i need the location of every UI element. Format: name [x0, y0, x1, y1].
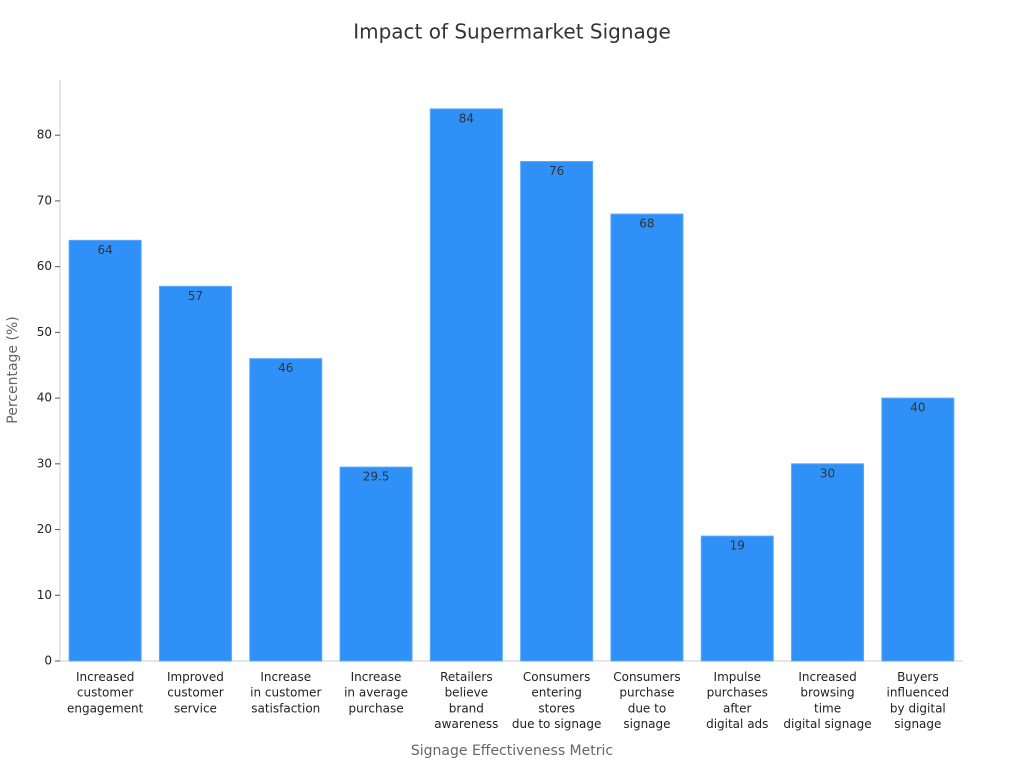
x-tick-label-line: awareness	[434, 717, 498, 731]
x-tick-label-line: time	[814, 701, 841, 715]
bar	[339, 466, 413, 662]
x-tick-label-line: purchase	[349, 701, 404, 715]
value-label: 84	[459, 111, 474, 125]
x-tick-label-line: service	[174, 701, 217, 715]
x-tick-label: Consumers purchase due to signage	[613, 670, 680, 731]
y-axis-label: Percentage (%)	[5, 316, 21, 423]
x-tick-label-line: signage	[894, 717, 941, 731]
x-tick-label-line: Consumers	[613, 670, 680, 684]
x-tick-label-line: Retailers	[440, 670, 492, 684]
bar	[68, 239, 142, 662]
x-tick-label-line: Buyers	[897, 670, 939, 684]
x-tick-label-line: Increased	[798, 670, 856, 684]
x-tick-label-line: Consumers	[523, 670, 590, 684]
value-label: 29.5	[363, 470, 390, 484]
x-tick-label-line: digital signage	[783, 717, 871, 731]
x-tick-label: Increased customer engagement	[67, 670, 144, 715]
x-tick-label-line: engagement	[67, 701, 144, 715]
x-tick-label-line: due to signage	[512, 717, 601, 731]
value-label: 68	[639, 217, 654, 231]
x-tick-label-line: Increase	[260, 670, 311, 684]
y-tick-label: 50	[37, 325, 52, 339]
value-label: 64	[98, 243, 113, 257]
x-tick-label-line: Improved	[167, 670, 224, 684]
value-label: 19	[730, 539, 745, 553]
bar	[158, 285, 232, 662]
x-tick-label-line: Increased	[76, 670, 134, 684]
x-tick-label-line: in customer	[250, 685, 321, 699]
x-axis-label: Signage Effectiveness Metric	[411, 743, 613, 759]
x-tick-label: Consumers entering stores due to signage	[512, 670, 601, 731]
x-tick-label: Increase in average purchase	[344, 670, 408, 715]
x-tick-label-line: entering	[531, 685, 582, 699]
x-tick-label-line: satisfaction	[251, 701, 320, 715]
value-label: 57	[188, 289, 203, 303]
x-tick-label: Increased browsing time digital signage	[783, 670, 871, 731]
x-tick-label: Retailers believe brand awareness	[434, 670, 498, 731]
y-tick-label: 20	[37, 522, 52, 536]
y-tick-label: 30	[37, 456, 52, 470]
bar	[520, 160, 594, 662]
x-tick-label-line: customer	[167, 685, 224, 699]
x-tick-label-line: digital ads	[706, 717, 768, 731]
bar	[881, 397, 955, 662]
value-label: 40	[910, 401, 925, 415]
bar	[249, 358, 323, 662]
y-tick-label: 0	[44, 654, 52, 668]
x-tick-label-line: Increase	[351, 670, 402, 684]
x-tick-label-line: purchase	[619, 685, 674, 699]
x-tick-label: Impulse purchases after digital ads	[706, 670, 768, 731]
bar	[610, 213, 684, 662]
x-tick-label-line: influenced	[886, 685, 949, 699]
y-tick-label: 70	[37, 193, 52, 207]
x-tick-label-line: signage	[623, 717, 670, 731]
x-tick-label-line: browsing	[800, 685, 854, 699]
bar	[791, 463, 865, 662]
x-tick-label-line: after	[723, 701, 751, 715]
x-tick-label-line: brand	[449, 701, 484, 715]
value-label: 76	[549, 164, 564, 178]
x-tick-label-line: stores	[538, 701, 575, 715]
bar	[700, 535, 774, 662]
y-tick-label: 60	[37, 259, 52, 273]
y-tick-label: 10	[37, 588, 52, 602]
x-tick-label: Increase in customer satisfaction	[250, 670, 321, 715]
x-tick-label-line: customer	[77, 685, 134, 699]
bar	[429, 108, 503, 662]
x-tick-label-line: in average	[344, 685, 408, 699]
x-tick-label-line: Impulse	[714, 670, 761, 684]
value-label: 46	[278, 361, 293, 375]
y-tick-label: 80	[37, 128, 52, 142]
value-label: 30	[820, 466, 835, 480]
x-tick-label: Improved customer service	[167, 670, 224, 715]
y-tick-label: 40	[37, 391, 52, 405]
x-tick-label-line: purchases	[707, 685, 768, 699]
x-tick-label-line: due to	[628, 701, 666, 715]
chart-title: Impact of Supermarket Signage	[353, 20, 671, 44]
x-tick-label: Buyers influenced by digital signage	[886, 670, 949, 731]
x-tick-label-line: by digital	[890, 701, 946, 715]
x-tick-label-line: believe	[445, 685, 489, 699]
